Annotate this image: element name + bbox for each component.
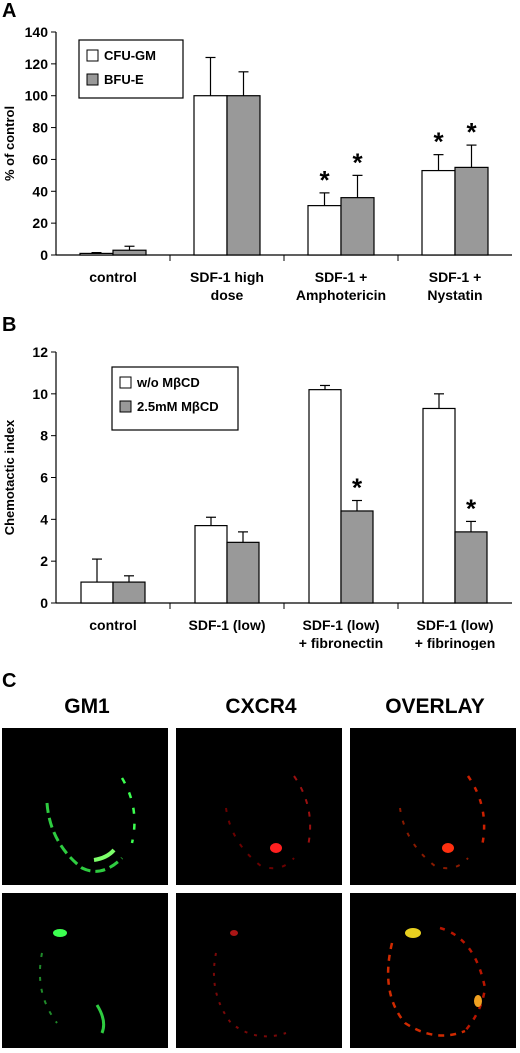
y-tick-label: 8 [40,428,48,444]
micrograph-gm1-row1 [2,728,168,885]
x-category-label: control [89,269,136,285]
legend-label: BFU-E [104,72,144,87]
bar-cfu-gm [79,252,114,256]
y-tick-label: 100 [25,88,49,104]
bar-2-5mm-m-cd [340,510,374,604]
x-category-label: + fibronectin [299,635,383,650]
x-category-label: SDF-1 + [315,269,368,285]
bar-cfu-gm [421,169,456,256]
micrograph-cxcr4-row2 [176,893,342,1048]
bar-bfu-e [226,95,261,256]
x-category-label: Nystatin [427,287,482,303]
y-axis-label: Chemotactic index [2,419,17,535]
y-tick-label: 10 [32,386,48,402]
chart-b: 0 2 4 6 8 10 12 Chemotactic index control SDF-1 (… [2,344,512,650]
legend-swatch [86,49,99,62]
y-tick-label: 80 [32,120,48,136]
x-category-label: SDF-1 high [190,269,264,285]
x-category-label: SDF-1 (low) [303,617,380,633]
x-category-label: SDF-1 (low) [417,617,494,633]
y-tick-label: 140 [25,24,49,40]
panel-letter-a: A [2,0,17,22]
bar-bfu-e [340,197,375,256]
x-category-label: + fibrinogen [415,635,496,650]
panel-letter-c: C [2,670,17,692]
significance-marker: * [352,473,363,503]
y-tick-label: 0 [40,595,48,611]
significance-marker: * [466,117,477,147]
y-tick-label: 120 [25,56,49,72]
bar-2-5mm-m-cd [112,581,146,604]
micrograph-header-cxcr4: CXCR4 [225,695,297,718]
significance-marker: * [352,147,363,177]
bar-w-o-m-cd [194,525,228,604]
legend-box [111,366,239,431]
x-category-label: dose [211,287,244,303]
legend-label: 2.5mM MβCD [137,399,219,414]
bar-2-5mm-m-cd [226,541,260,604]
micrograph-cxcr4-row1 [176,728,342,885]
x-category-label: control [89,617,136,633]
y-tick-label: 4 [40,511,48,527]
y-tick-label: 2 [40,553,48,569]
micrograph-header-gm1: GM1 [64,695,110,718]
y-tick-label: 60 [32,151,48,167]
panel-letter-b: B [2,314,17,336]
legend-label: w/o MβCD [136,375,200,390]
micrograph-gm1-row2 [2,893,168,1048]
bar-w-o-m-cd [80,581,114,604]
bar-bfu-e [112,249,147,256]
y-tick-label: 40 [32,183,48,199]
significance-marker: * [466,493,477,523]
y-tick-label: 6 [40,470,48,486]
x-category-label: SDF-1 + [429,269,482,285]
bar-cfu-gm [307,205,342,256]
significance-marker: * [433,127,444,157]
y-tick-label: 20 [32,215,48,231]
y-tick-label: 0 [40,247,48,263]
x-category-label: SDF-1 (low) [189,617,266,633]
bar-bfu-e [454,166,489,256]
bar-w-o-m-cd [308,389,342,604]
bar-cfu-gm [193,95,228,256]
legend-swatch [119,376,132,389]
micrograph-header-overlay: OVERLAY [385,695,485,718]
bar-w-o-m-cd [422,407,456,604]
y-tick-label: 12 [32,344,48,360]
micrograph-overlay-row2 [350,893,516,1048]
y-axis-label: % of control [2,106,17,181]
legend-swatch [119,400,132,413]
x-category-label: Amphotericin [296,287,386,303]
legend-swatch [86,73,99,86]
significance-marker: * [319,165,330,195]
legend-label: CFU-GM [104,48,156,63]
micrograph-overlay-row1 [350,728,516,885]
chart-a: 0 20 40 60 80 100 120 140 % of control control SDF… [2,24,512,303]
bar-2-5mm-m-cd [454,531,488,604]
